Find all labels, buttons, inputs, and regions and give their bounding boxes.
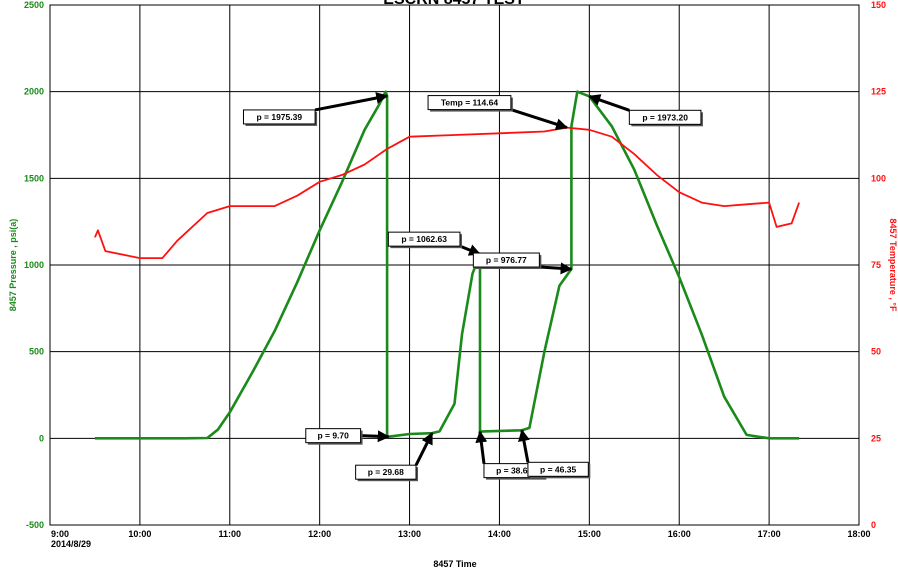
x-tick-label: 17:00: [758, 529, 781, 539]
y-right-tick-label: 150: [871, 0, 886, 10]
annotation-label: p = 29.68: [368, 467, 404, 477]
annotation-box: [628, 109, 702, 125]
x-tick-label: 10:00: [128, 529, 151, 539]
y-right-tick-label: 25: [871, 433, 881, 443]
annotation: p = 1062.63: [387, 231, 482, 256]
annotation-arrow: [314, 92, 389, 112]
x-tick-label: 11:00: [219, 529, 242, 539]
x-axis-title: 8457 Time: [433, 559, 476, 569]
x-tick-label: 16:00: [668, 529, 691, 539]
annotation: p = 9.70: [305, 428, 390, 445]
y-left-tick-label: -500: [26, 520, 44, 530]
annotation-label: p = 1062.63: [401, 234, 447, 244]
x-tick-label: 13:00: [398, 529, 421, 539]
annotation-box: [355, 464, 417, 480]
x-date-label: 2014/8/29: [51, 539, 91, 549]
annotation-arrow: [414, 432, 434, 466]
y-left-axis-title: 8457 Pressure , psi(a): [8, 219, 18, 312]
plot-frame: [49, 4, 860, 526]
y-right-tick-label: 75: [871, 260, 881, 270]
annotation: p = 1975.39: [242, 92, 389, 126]
annotation-label: p = 9.70: [317, 431, 349, 441]
y-left-tick-label: 2500: [24, 0, 44, 10]
y-right-tick-label: 125: [871, 87, 886, 97]
left-axis-ticks: -500 0 500 1000 1500 2000 2500: [24, 0, 44, 530]
annotation-box: [472, 252, 540, 268]
annotation-box: [387, 231, 461, 247]
annotation-arrow: [588, 94, 630, 112]
annotation-arrow: [518, 429, 530, 463]
series-layer: [94, 90, 800, 440]
annotation: p = 29.68: [355, 432, 434, 482]
x-tick-label: 14:00: [488, 529, 511, 539]
annotation-arrow: [360, 430, 390, 443]
annotation-label: p = 38.68: [496, 466, 532, 476]
annotation-layer: p = 1975.39 p = 9.70 p = 29.68 p = 1062.63 p…: [242, 92, 703, 482]
temperature-series-line: [94, 126, 800, 260]
right-axis-ticks: 0 25 50 75 100 125 150: [871, 0, 886, 530]
annotation-arrow: [510, 108, 569, 130]
x-axis-ticks: 9:00 10:00 11:00 12:00 13:00 14:00 15:00 16:00 1…: [51, 529, 871, 539]
annotation-arrow: [475, 430, 488, 464]
annotation-arrow: [539, 262, 573, 275]
annotation-label: p = 46.35: [540, 464, 576, 474]
annotation: p = 1973.20: [588, 94, 703, 127]
y-right-tick-label: 100: [871, 173, 886, 183]
x-tick-label: 15:00: [578, 529, 601, 539]
y-right-tick-label: 50: [871, 347, 881, 357]
annotation-label: Temp = 114.64: [441, 98, 499, 108]
annotation: p = 46.35: [518, 429, 591, 479]
y-left-tick-label: 1000: [24, 260, 44, 270]
annotation: Temp = 114.64: [427, 95, 569, 130]
annotation-box: [427, 95, 512, 111]
y-left-tick-label: 2000: [24, 87, 44, 97]
annotation-label: p = 1975.39: [256, 112, 302, 122]
annotation-box: [527, 461, 589, 477]
x-tick-label: 12:00: [308, 529, 331, 539]
chart-title: ESCRN 8457 TEST: [383, 0, 525, 8]
pressure-series-line: [94, 90, 800, 440]
x-tick-label: 9:00: [51, 529, 69, 539]
y-left-tick-label: 500: [29, 347, 44, 357]
y-left-tick-label: 1500: [24, 173, 44, 183]
annotation-box: [242, 109, 316, 125]
y-left-tick-label: 0: [39, 433, 44, 443]
annotation-label: p = 976.77: [486, 255, 527, 265]
annotation: p = 976.77: [472, 252, 573, 275]
annotation-box: [305, 428, 362, 444]
y-right-tick-label: 0: [871, 520, 876, 530]
x-tick-label: 18:00: [847, 529, 870, 539]
y-right-axis-title: 8457 Temperature , °F: [888, 219, 898, 312]
annotation-label: p = 1973.20: [642, 112, 688, 122]
